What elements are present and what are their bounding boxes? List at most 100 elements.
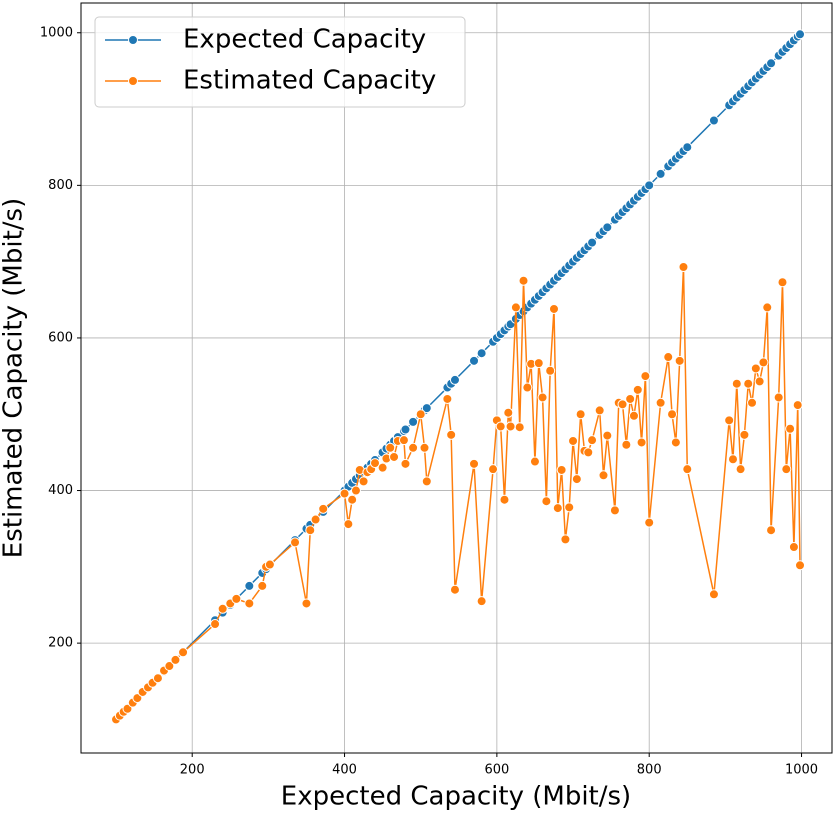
point: [667, 409, 678, 420]
point: [560, 534, 571, 545]
point: [708, 115, 719, 126]
point: [476, 596, 487, 607]
point: [244, 598, 255, 609]
point: [343, 519, 354, 530]
y-axis-label: Estimated Capacity (Mbit/s): [0, 198, 29, 558]
point: [655, 168, 666, 179]
point: [785, 423, 796, 434]
point: [545, 365, 556, 376]
point: [505, 421, 516, 432]
point: [682, 464, 693, 475]
point: [781, 464, 792, 475]
point: [400, 424, 411, 435]
legend-box: [94, 16, 466, 108]
point: [587, 237, 598, 248]
point: [735, 464, 746, 475]
point: [727, 454, 738, 465]
point: [640, 371, 651, 382]
point: [598, 470, 609, 481]
point: [518, 275, 529, 286]
point: [178, 647, 189, 658]
point: [625, 393, 636, 404]
point: [419, 442, 430, 453]
point: [377, 462, 388, 473]
point: [533, 358, 544, 369]
point: [602, 222, 613, 233]
point: [587, 435, 598, 446]
point: [347, 494, 358, 505]
point: [766, 525, 777, 536]
point: [594, 405, 605, 416]
point: [499, 494, 510, 505]
point: [777, 277, 788, 288]
point: [663, 352, 674, 363]
plot-frame: [80, 2, 833, 754]
legend-label: Expected Capacity: [183, 25, 426, 55]
point: [674, 355, 685, 366]
x-tick-label: 600: [484, 763, 509, 778]
point: [548, 303, 559, 314]
point: [264, 559, 275, 570]
point: [795, 29, 806, 40]
x-tick-label: 200: [180, 763, 205, 778]
point: [724, 415, 735, 426]
point: [564, 502, 575, 513]
point: [339, 488, 350, 499]
point: [446, 429, 457, 440]
point: [678, 261, 689, 272]
point: [310, 514, 321, 525]
y-tick-label: 600: [48, 330, 73, 345]
point: [568, 435, 579, 446]
point: [556, 464, 567, 475]
point: [773, 392, 784, 403]
point: [762, 302, 773, 313]
legend-marker: [128, 76, 138, 86]
point: [739, 429, 750, 440]
point: [529, 456, 540, 467]
point: [655, 397, 666, 408]
point: [682, 142, 693, 153]
point: [389, 451, 400, 462]
point: [210, 619, 221, 630]
point: [602, 430, 613, 441]
point: [495, 421, 506, 432]
point: [385, 442, 396, 453]
point: [449, 584, 460, 595]
x-axis-label: Expected Capacity (Mbit/s): [281, 782, 631, 812]
y-tick-label: 800: [48, 178, 73, 193]
point: [609, 505, 620, 516]
x-tick-label: 1000: [785, 763, 818, 778]
point: [469, 458, 480, 469]
point: [644, 180, 655, 191]
point: [795, 560, 806, 571]
point: [257, 580, 268, 591]
point: [164, 661, 175, 672]
point: [231, 593, 242, 604]
point: [754, 376, 765, 387]
point: [449, 374, 460, 385]
point: [358, 476, 369, 487]
point: [301, 598, 312, 609]
point: [575, 409, 586, 420]
y-tick-label: 1000: [40, 25, 73, 40]
point: [170, 654, 181, 665]
point: [421, 403, 432, 414]
point: [792, 400, 803, 411]
point: [644, 517, 655, 528]
y-tick-label: 400: [48, 483, 73, 498]
point: [398, 435, 409, 446]
legend-marker: [128, 35, 138, 45]
point: [476, 348, 487, 359]
point: [408, 416, 419, 427]
point: [750, 363, 761, 374]
point: [350, 485, 361, 496]
point: [766, 58, 777, 69]
point: [571, 474, 582, 485]
point: [758, 357, 769, 368]
point: [408, 442, 419, 453]
legend-label: Estimated Capacity: [183, 66, 436, 96]
point: [488, 464, 499, 475]
point: [583, 447, 594, 458]
point: [370, 458, 381, 469]
